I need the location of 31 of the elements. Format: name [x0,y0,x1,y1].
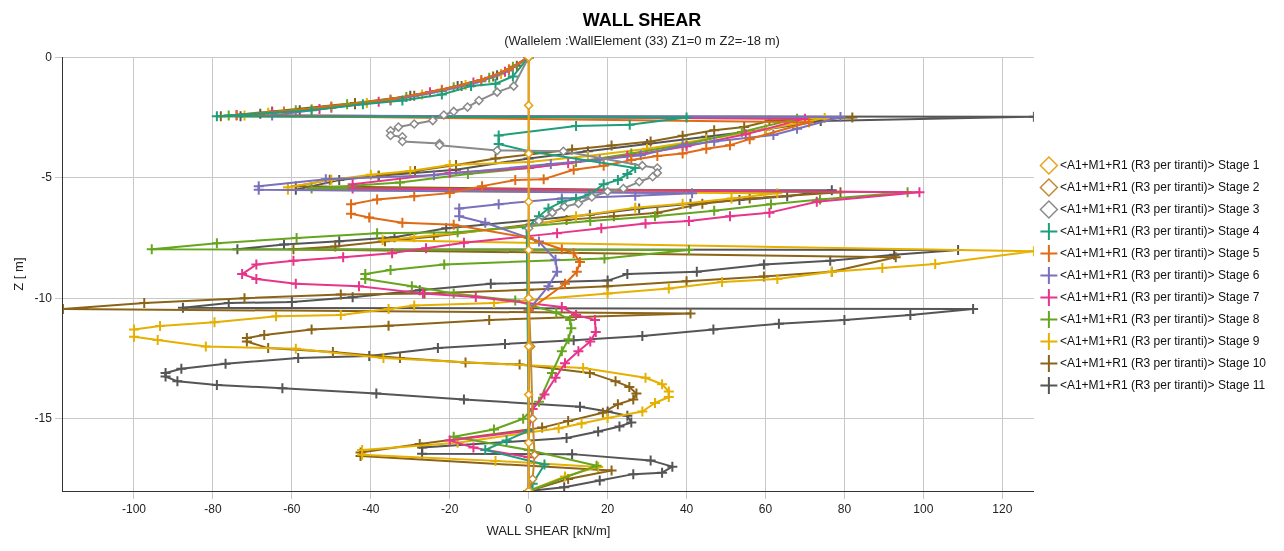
legend-label: <A1+M1+R1 (R3 per tiranti)> Stage 2 [1059,179,1260,194]
x-axis-title: WALL SHEAR [kN/m] [486,522,611,538]
legend-label: <A1+M1+R1 (R3 per tiranti)> Stage 7 [1059,289,1260,304]
x-tick-label: 0 [525,501,533,516]
legend-label: <A1+M1+R1 (R3 per tiranti)> Stage 5 [1059,245,1260,260]
x-tick-label: 60 [758,501,773,516]
legend-label: <A1+M1+R1 (R3 per tiranti)> Stage 1 [1059,157,1260,172]
y-tick-label: -5 [41,170,53,185]
x-tick-label: 120 [992,501,1013,516]
legend-label: <A1+M1+R1 (R3 per tiranti)> Stage 11 [1059,377,1266,392]
x-tick-label: -100 [121,501,147,516]
x-tick-label: -60 [283,501,301,516]
y-tick-label: -15 [34,411,53,426]
y-tick-label: -10 [34,290,53,305]
x-tick-label: 80 [837,501,852,516]
legend-label: <A1+M1+R1 (R3 per tiranti)> Stage 8 [1059,311,1260,326]
x-tick-label: 20 [600,501,615,516]
x-tick-label: -20 [441,501,459,516]
y-axis-title: Z [ m] [11,257,27,291]
legend-label: <A1+M1+R1 (R3 per tiranti)> Stage 3 [1059,201,1260,216]
x-tick-label: -80 [204,501,222,516]
x-tick-label: -40 [362,501,380,516]
chart-title: WALL SHEAR [582,9,702,30]
legend-label: <A1+M1+R1 (R3 per tiranti)> Stage 6 [1059,267,1260,282]
legend-label: <A1+M1+R1 (R3 per tiranti)> Stage 9 [1059,333,1260,348]
legend-label: <A1+M1+R1 (R3 per tiranti)> Stage 10 [1059,355,1267,370]
legend-label: <A1+M1+R1 (R3 per tiranti)> Stage 4 [1059,223,1260,238]
chart-subtitle: (Wallelem :WallElement (33) Z1=0 m Z2=-18 m) [504,32,780,48]
x-tick-label: 40 [679,501,694,516]
x-tick-label: 100 [913,501,934,516]
y-tick-label: 0 [45,49,53,64]
